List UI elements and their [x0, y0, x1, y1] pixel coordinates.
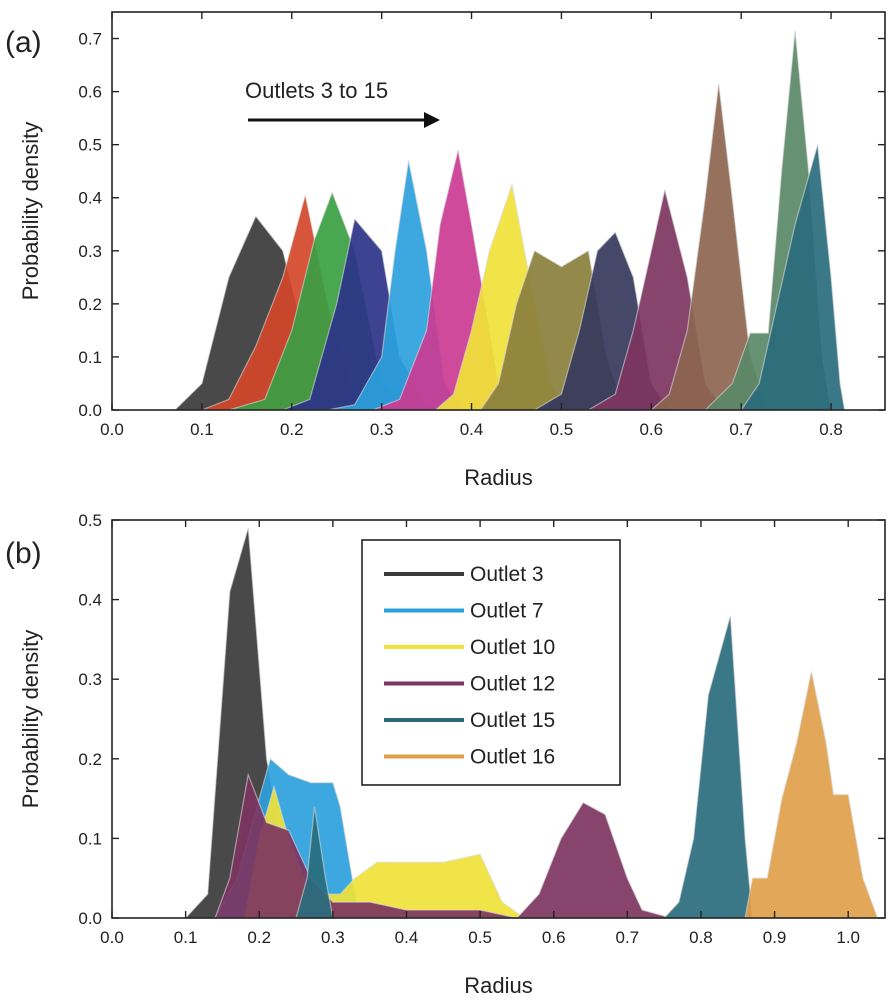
y-tick-label: 0.1 [78, 829, 102, 848]
legend-label: Outlet 12 [470, 673, 555, 696]
legend-box [361, 539, 621, 786]
x-tick-label: 0.6 [542, 928, 566, 947]
x-axis-label: Radius [464, 465, 532, 490]
y-tick-label: 0.1 [78, 348, 102, 367]
annotation-text: Outlets 3 to 15 [245, 78, 388, 103]
chart-panel-a: 0.0 0.1 0.2 0.3 0.4 0.5 0.6 0.7 0.8 0.0 0.1 0.2 0.3 0… [5, 11, 886, 490]
x-tick-label: 0.1 [190, 420, 214, 439]
legend-label: Outlet 3 [470, 563, 544, 586]
y-tick-label: 0.2 [78, 295, 102, 314]
x-tick-label: 0.5 [468, 928, 492, 947]
legend-label: Outlet 10 [470, 636, 555, 659]
x-tick-label: 0.8 [689, 928, 713, 947]
x-tick-label: 0.2 [280, 420, 304, 439]
panel-label: (a) [5, 26, 42, 59]
x-tick-label: 0.4 [460, 420, 484, 439]
series-area-outlet-12 [214, 772, 672, 919]
x-tick-label: 0.0 [100, 420, 124, 439]
x-tick-label: 0.5 [550, 420, 574, 439]
x-tick-label: 0.2 [247, 928, 271, 947]
x-tick-label: 0.4 [395, 928, 419, 947]
x-tick-label: 0.9 [763, 928, 787, 947]
y-tick-label: 0.5 [78, 511, 102, 530]
x-axis-label: Radius [464, 973, 532, 998]
x-tick-label: 0.3 [321, 928, 345, 947]
y-tick-label: 0.7 [78, 30, 102, 49]
x-tick-label: 0.0 [100, 928, 124, 947]
y-axis-label: Probability density [18, 630, 43, 809]
x-tick-label: 0.7 [729, 420, 753, 439]
y-tick-label: 0.3 [78, 242, 102, 261]
legend-label: Outlet 7 [470, 600, 544, 623]
series-area-outlet-10 [243, 784, 527, 919]
x-tick-label: 0.6 [639, 420, 663, 439]
y-tick-label: 0.4 [78, 591, 102, 610]
x-tick-label: 1.0 [836, 928, 860, 947]
y-tick-label: 0.5 [78, 136, 102, 155]
panel-label: (b) [5, 537, 42, 570]
y-tick-label: 0.0 [78, 401, 102, 420]
series-area-outlet-16 [744, 671, 879, 919]
x-tick-label: 0.8 [819, 420, 843, 439]
legend-label: Outlet 16 [470, 746, 555, 769]
series-area-13 [740, 144, 846, 411]
x-tick-label: 0.7 [616, 928, 640, 947]
y-tick-label: 0.4 [78, 189, 102, 208]
x-tick-label: 0.3 [370, 420, 394, 439]
y-tick-label: 0.2 [78, 750, 102, 769]
chart-panel-b: 0.0 0.1 0.2 0.3 0.4 0.5 0.6 0.7 0.8 0.9 1.0 0.0 0.1 0… [5, 511, 886, 998]
legend-label: Outlet 15 [470, 709, 555, 732]
y-axis-label: Probability density [18, 122, 43, 301]
series-area-outlet-15 [295, 615, 754, 919]
y-tick-label: 0.3 [78, 670, 102, 689]
y-tick-label: 0.0 [78, 909, 102, 928]
plot-frame [111, 519, 886, 919]
x-tick-label: 0.1 [174, 928, 198, 947]
y-tick-label: 0.6 [78, 83, 102, 102]
annotation-arrow-head [424, 112, 440, 128]
legend: Outlet 3 Outlet 7 Outlet 10 Outlet 12 Outlet… [361, 539, 621, 786]
plot-frame [111, 11, 886, 411]
